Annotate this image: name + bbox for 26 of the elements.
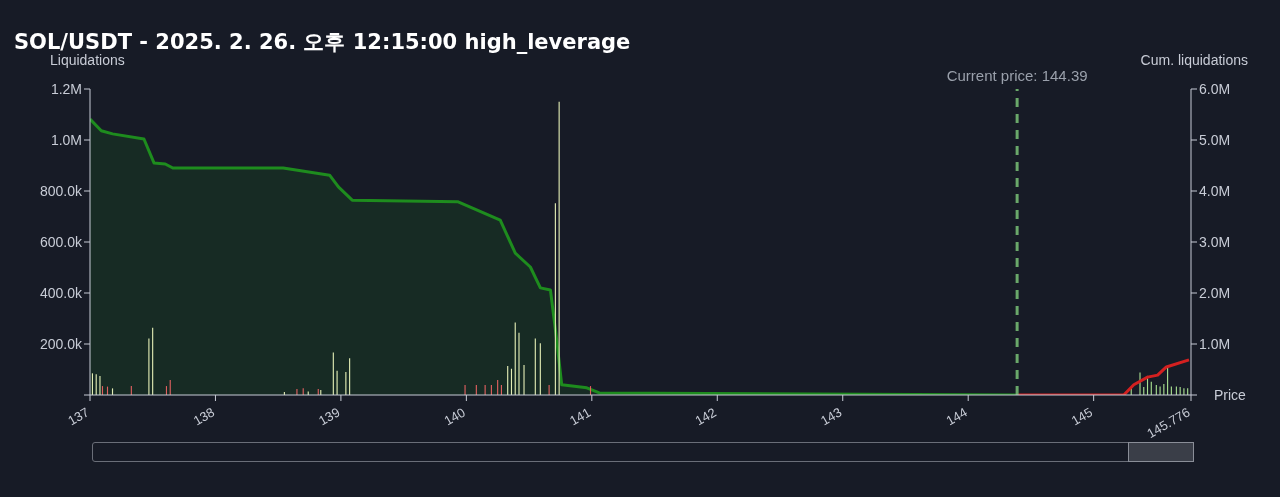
x-tick-label: 144 — [943, 404, 970, 429]
x-tick-label: 138 — [190, 404, 217, 429]
x-tick-label: 140 — [441, 404, 468, 429]
y2-axis-title: Cum. liquidations — [1140, 52, 1248, 68]
chart-title: SOL/USDT - 2025. 2. 26. 오후 12:15:00 high_leverage — [14, 29, 631, 54]
y-tick-label: 800.0k — [39, 182, 83, 199]
x-tick-label: 141 — [567, 404, 594, 429]
x-tick-label: 139 — [316, 404, 343, 429]
y2-tick-label: 1.0M — [1199, 335, 1231, 352]
y-tick-label: 1.2M — [50, 80, 82, 97]
x-tick-label: 142 — [692, 404, 719, 429]
y-tick-label: 600.0k — [39, 233, 83, 250]
y2-tick-label: 2.0M — [1199, 284, 1231, 301]
y-tick-label: 400.0k — [39, 284, 83, 301]
x-axis-title: Price — [1214, 387, 1246, 403]
y-tick-label: 200.0k — [39, 335, 83, 352]
y-axis-title: Liquidations — [50, 52, 125, 68]
y2-tick-label: 3.0M — [1199, 233, 1231, 250]
y2-tick-label: 4.0M — [1199, 182, 1231, 199]
y-tick-label: 1.0M — [50, 131, 82, 148]
x-tick-label: 145 — [1068, 404, 1096, 429]
x-tick-label: 143 — [817, 404, 845, 429]
y2-tick-label: 5.0M — [1199, 131, 1231, 148]
y2-tick-label: 6.0M — [1199, 80, 1231, 97]
ref-line-label: Current price: 144.39 — [946, 67, 1088, 84]
x-tick-label: 137 — [65, 404, 92, 429]
